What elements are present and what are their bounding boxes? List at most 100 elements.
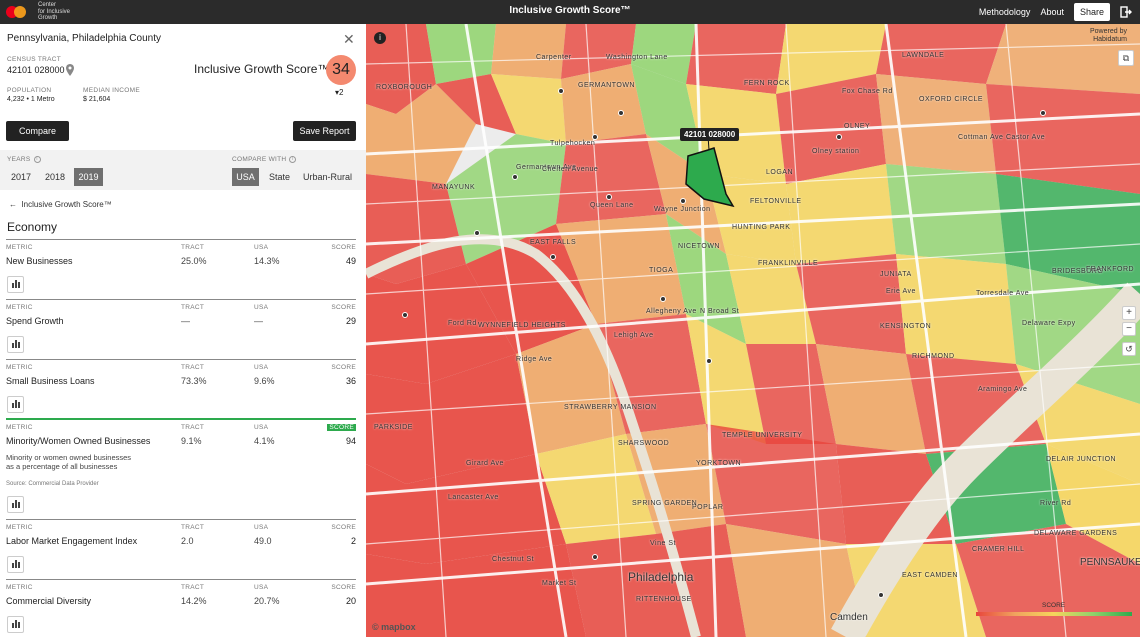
map-label: BRIDESBURG <box>1052 268 1104 275</box>
map-label: STRAWBERRY MANSION <box>564 404 657 411</box>
map-label: KENSINGTON <box>880 323 932 330</box>
map-label: SHARSWOOD <box>618 440 670 447</box>
usa-header: USA <box>254 364 269 371</box>
tract-header: TRACT <box>181 524 205 531</box>
compare-button[interactable]: Compare <box>6 121 69 141</box>
map-label: OLNEY <box>844 123 871 130</box>
top-nav: Methodology About Share <box>979 0 1132 24</box>
section-title: Economy <box>7 220 58 234</box>
metric-name[interactable]: Commercial Diversity <box>6 596 92 606</box>
bar-chart-icon[interactable] <box>7 396 24 413</box>
info-icon[interactable]: i <box>289 156 297 163</box>
tract-tooltip: 42101 028000 <box>680 128 740 141</box>
map-label: YORKTOWN <box>696 460 742 467</box>
map-canvas[interactable] <box>366 24 1140 637</box>
year-2018[interactable]: 2018 <box>44 172 66 182</box>
street-label: Cottman Ave <box>958 134 1004 141</box>
logo[interactable]: Center for Inclusive Growth <box>6 0 70 24</box>
metric-header: METRIC <box>6 364 33 371</box>
station-icon[interactable] <box>558 88 564 94</box>
pin-icon[interactable] <box>66 64 74 76</box>
station-icon[interactable] <box>680 198 686 204</box>
map-label: OXFORD CIRCLE <box>919 96 984 103</box>
year-2017[interactable]: 2017 <box>10 172 32 182</box>
tract-header: TRACT <box>181 244 205 251</box>
street-label: Chelten Avenue <box>542 166 599 173</box>
close-icon[interactable]: ✕ <box>343 31 355 47</box>
zoom-in-button[interactable]: + <box>1122 306 1136 320</box>
street-label: Olney station <box>812 148 860 155</box>
mapbox-logo[interactable]: © mapbox <box>372 622 416 632</box>
metric-name[interactable]: Labor Market Engagement Index <box>6 536 138 546</box>
score-value: 36 <box>345 376 356 386</box>
station-icon[interactable] <box>878 592 884 598</box>
tract-value: — <box>181 316 190 326</box>
usa-header: USA <box>254 244 269 251</box>
bar-chart-icon[interactable] <box>7 496 24 513</box>
map-label: HUNTING PARK <box>732 224 791 231</box>
station-icon[interactable] <box>592 554 598 560</box>
save-report-button[interactable]: Save Report <box>293 121 356 141</box>
map-label: DELAWARE GARDENS <box>1034 530 1118 537</box>
bar-chart-icon[interactable] <box>7 556 24 573</box>
map-label: RICHMOND <box>912 353 955 360</box>
tract-value: 2.0 <box>181 536 194 546</box>
road-layer <box>366 24 1140 637</box>
score-value: 94 <box>345 436 356 446</box>
compare-urban-rural[interactable]: Urban-Rural <box>302 172 353 182</box>
years-label: YEARS i <box>7 156 41 163</box>
station-icon[interactable] <box>660 296 666 302</box>
station-icon[interactable] <box>606 194 612 200</box>
street-label: Ridge Ave <box>516 356 553 363</box>
map-label: LOGAN <box>766 169 794 176</box>
bar-chart-icon[interactable] <box>7 276 24 293</box>
info-icon[interactable]: i <box>33 156 41 163</box>
choropleth-map[interactable]: 42101 028000 ROXBOROUGH GERMANTOWN FERN … <box>366 24 1140 637</box>
layers-icon[interactable]: ⧉ <box>1118 50 1134 66</box>
app-title: Inclusive Growth Score™ <box>509 5 631 16</box>
bar-chart-icon[interactable] <box>7 616 24 633</box>
metric-name[interactable]: New Businesses <box>6 256 73 266</box>
station-icon[interactable] <box>836 134 842 140</box>
share-button[interactable]: Share <box>1073 3 1110 21</box>
street-label: River Rd <box>1040 500 1072 507</box>
station-icon[interactable] <box>512 174 518 180</box>
methodology-link[interactable]: Methodology <box>978 7 1031 17</box>
metric-row: METRIC TRACT USA SCORE Small Business Lo… <box>6 359 356 419</box>
street-label: Delaware Expy <box>1022 320 1076 327</box>
station-icon[interactable] <box>474 230 480 236</box>
map-label: FRANKLINVILLE <box>758 260 819 267</box>
zoom-out-button[interactable]: − <box>1122 322 1136 336</box>
station-icon[interactable] <box>706 358 712 364</box>
population: POPULATION 4,232 • 1 Metro <box>7 87 55 103</box>
street-label: Aramingo Ave <box>978 386 1028 393</box>
metric-name[interactable]: Spend Growth <box>6 316 64 326</box>
map-label: WYNNEFIELD HEIGHTS <box>478 322 566 329</box>
attribution: Powered by Habidatum <box>1090 28 1127 43</box>
metric-header: METRIC <box>6 244 33 251</box>
station-icon[interactable] <box>592 134 598 140</box>
reset-icon[interactable]: ↺ <box>1122 342 1136 356</box>
bar-chart-icon[interactable] <box>7 336 24 353</box>
info-icon[interactable]: i <box>374 32 386 44</box>
street-label: Tulpehocken <box>550 140 596 147</box>
station-icon[interactable] <box>1040 110 1046 116</box>
map-label: JUNIATA <box>880 271 912 278</box>
station-icon[interactable] <box>618 110 624 116</box>
metric-name[interactable]: Minority/Women Owned Businesses <box>6 436 151 446</box>
map-label: TIOGA <box>649 267 674 274</box>
usa-value: 20.7% <box>254 596 280 606</box>
compare-usa[interactable]: USA <box>232 168 259 186</box>
station-icon[interactable] <box>402 312 408 318</box>
usa-value: 49.0 <box>254 536 272 546</box>
exit-icon[interactable] <box>1120 6 1132 18</box>
arrow-left-icon: ← <box>9 200 22 209</box>
metric-name[interactable]: Small Business Loans <box>6 376 95 386</box>
year-2019[interactable]: 2019 <box>74 168 103 186</box>
compare-state[interactable]: State <box>268 172 290 182</box>
back-link[interactable]: ← Inclusive Growth Score™ <box>9 200 112 209</box>
about-link[interactable]: About <box>1040 7 1064 17</box>
metric-header: METRIC <box>6 584 33 591</box>
station-icon[interactable] <box>550 254 556 260</box>
map-label: FERN ROCK <box>744 80 790 87</box>
